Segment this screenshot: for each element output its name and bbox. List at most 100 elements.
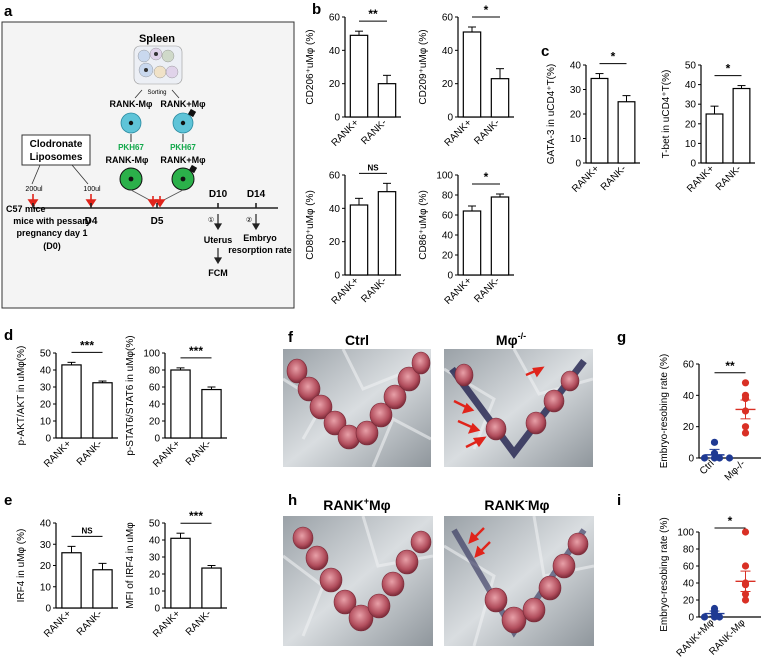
step-2: ② — [246, 216, 252, 224]
x-tick-label: RANK- — [714, 163, 744, 193]
y-tick-label: 40 — [683, 391, 695, 402]
y-tick-label: 50 — [685, 61, 697, 72]
photo-mphi-ko — [444, 349, 593, 467]
data-point — [741, 379, 750, 387]
pkh-left: PKH67 — [118, 143, 144, 152]
y-tick-label: 0 — [447, 271, 453, 282]
y-tick-label: 0 — [45, 434, 51, 445]
y-tick-label: 80 — [442, 191, 454, 202]
dose-2: 100ul — [83, 186, 101, 193]
y-axis-label: Embryo-resobing rate (%) — [659, 517, 670, 631]
y-tick-label: 80 — [683, 545, 695, 556]
bar — [92, 382, 113, 439]
y-tick-label: 40 — [683, 579, 695, 590]
y-tick-label: 40 — [570, 61, 582, 72]
data-point — [741, 391, 750, 399]
y-tick-label: 20 — [329, 237, 341, 248]
bar — [462, 210, 482, 276]
rank-neg-label: RANK-Mφ — [110, 99, 153, 109]
data-point — [741, 429, 750, 437]
bar — [349, 204, 369, 276]
y-tick-label: 40 — [40, 519, 52, 530]
y-axis-label: p-AKT/AKT in uMφ(%) — [16, 346, 27, 446]
significance-label: *** — [80, 338, 94, 352]
y-tick-label: 40 — [329, 46, 341, 57]
data-point — [741, 528, 750, 536]
photo-title-ctrl: Ctrl — [345, 332, 369, 348]
y-tick-label: 40 — [442, 46, 454, 57]
bar — [170, 369, 191, 439]
y-tick-label: 100 — [436, 171, 453, 182]
rank-pos-label: RANK+Mφ — [160, 99, 206, 109]
y-tick-label: 20 — [442, 251, 454, 262]
data-point — [710, 438, 719, 446]
day-10: D10 — [209, 189, 228, 200]
x-tick-label: RANK- — [359, 275, 389, 305]
x-tick-label: RANK- — [75, 438, 105, 468]
y-axis-label: p-STAT6/STAT6 in uMφ(%) — [125, 335, 136, 455]
y-tick-label: 20 — [683, 422, 695, 433]
y-tick-label: 10 — [570, 134, 582, 145]
y-tick-label: 60 — [329, 13, 341, 24]
bar — [590, 77, 609, 164]
y-tick-label: 0 — [575, 159, 581, 170]
panel-letter-e: e — [4, 492, 12, 509]
y-tick-label: 20 — [40, 561, 52, 572]
y-tick-label: 0 — [688, 454, 694, 465]
y-axis-label: IRF4 in uMφ (%) — [16, 529, 27, 603]
sorting-label: Sorting — [147, 90, 166, 96]
bar — [201, 567, 222, 609]
bar — [462, 31, 482, 118]
y-tick-label: 30 — [149, 553, 161, 564]
bar — [705, 113, 724, 164]
y-axis-label: T-bet in uCD4⁺T(%) — [661, 70, 672, 159]
y-tick-label: 40 — [442, 231, 454, 242]
y-tick-label: 0 — [45, 604, 51, 615]
pkh-right: PKH67 — [170, 143, 196, 152]
step-1: ① — [208, 216, 214, 224]
fcm-label: FCM — [208, 268, 228, 278]
panel-letter-a: a — [4, 3, 13, 20]
x-tick-label: RANK- — [472, 275, 502, 305]
y-tick-label: 50 — [40, 349, 52, 360]
data-point — [741, 590, 750, 598]
y-tick-label: 60 — [442, 211, 454, 222]
y-tick-label: 60 — [683, 562, 695, 573]
x-tick-label: RANK- — [359, 117, 389, 147]
bar — [349, 34, 369, 118]
photo-title-rank-neg: RANK-Mφ — [484, 496, 549, 513]
photo-title-mphi-ko: Mφ-/- — [496, 331, 526, 348]
schematic: Spleen Sorting RANK-Mφ RANK+Mφ PKH67 — [1, 21, 295, 309]
data-point — [741, 596, 750, 604]
day-5: D5 — [151, 216, 164, 227]
y-tick-label: 0 — [690, 159, 696, 170]
data-point — [700, 613, 709, 621]
y-axis-label: CD206⁺uMφ (%) — [305, 29, 316, 104]
panel-letter-d: d — [4, 327, 13, 344]
significance-label: * — [728, 514, 733, 528]
y-tick-label: 40 — [685, 80, 697, 91]
data-point — [741, 562, 750, 570]
data-point — [741, 423, 750, 431]
y-tick-label: 50 — [149, 519, 161, 530]
pessary-line-1: mice with pessary — [13, 216, 91, 226]
x-tick-label: RANK- — [184, 438, 214, 468]
significance-label: *** — [189, 509, 203, 523]
photo-rank-neg — [444, 516, 594, 646]
photo-title-rank-pos: RANK+Mφ — [323, 496, 390, 513]
y-tick-label: 20 — [570, 110, 582, 121]
y-tick-label: 10 — [685, 139, 697, 150]
y-tick-label: 20 — [149, 570, 161, 581]
x-tick-label: RANK- — [472, 117, 502, 147]
panel-letter-h: h — [288, 492, 297, 509]
panel-letter-c: c — [541, 43, 549, 60]
data-point — [700, 454, 709, 462]
day-14: D14 — [247, 189, 266, 200]
y-axis-label: CD86⁺uMφ (%) — [418, 190, 429, 260]
y-tick-label: 60 — [149, 383, 161, 394]
pessary-line-2: pregnancy day 1 — [16, 228, 87, 238]
